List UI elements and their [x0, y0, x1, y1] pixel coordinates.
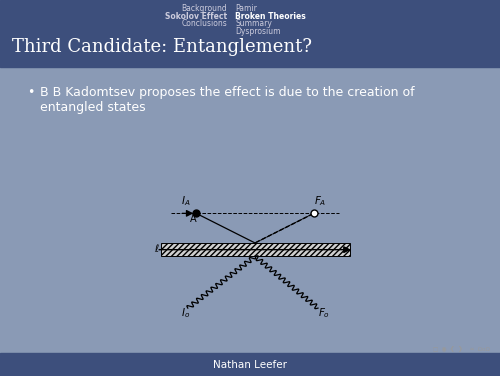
Text: Background: Background	[182, 4, 228, 13]
Text: A: A	[190, 214, 196, 224]
Text: Third Candidate: Entanglement?: Third Candidate: Entanglement?	[12, 38, 312, 56]
Text: B B Kadomtsev proposes the effect is due to the creation of
entangled states: B B Kadomtsev proposes the effect is due…	[40, 86, 414, 114]
Text: $F_o$: $F_o$	[318, 306, 330, 320]
Text: Nathan Leefer: Nathan Leefer	[213, 360, 287, 370]
Text: Pamir: Pamir	[235, 4, 257, 13]
Bar	[0, 0, 500, 27]
Bar	[0, 27, 500, 67]
Text: Summary: Summary	[235, 19, 272, 28]
Text: Broken Theories: Broken Theories	[235, 12, 306, 21]
Text: $\ell$: $\ell$	[154, 242, 160, 254]
Text: Dysprosium: Dysprosium	[235, 27, 281, 36]
Text: $I_A$: $I_A$	[181, 195, 190, 208]
Text: $I_o$: $I_o$	[181, 306, 190, 320]
Bar	[0, 353, 500, 376]
Text: Conclusions: Conclusions	[182, 19, 228, 28]
Text: □  ◉  ❮  ❯    ≈  ΩαΩ: □ ◉ ❮ ❯ ≈ ΩαΩ	[433, 346, 490, 352]
Text: $F_A$: $F_A$	[314, 195, 326, 208]
Bar	[160, 243, 350, 256]
Text: •: •	[28, 86, 35, 99]
Text: Sokolov Effect: Sokolov Effect	[166, 12, 228, 21]
